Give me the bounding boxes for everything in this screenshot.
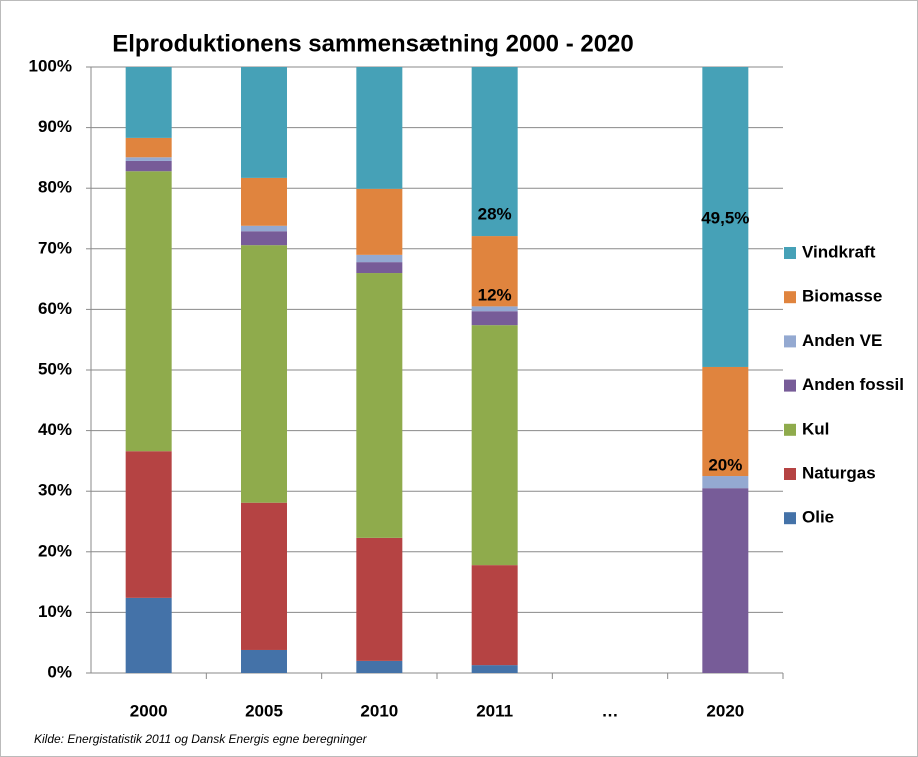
legend-swatch	[784, 291, 796, 304]
bar-segment	[356, 262, 403, 274]
bar-segment	[241, 245, 287, 503]
bar-segment	[471, 325, 518, 566]
bar-segment	[125, 157, 172, 161]
y-tick-label: 50%	[38, 359, 72, 378]
bar-segment	[125, 137, 172, 158]
bar-segment	[241, 177, 287, 226]
legend-label: Kul	[802, 419, 829, 438]
bar-segment	[125, 597, 172, 673]
bar-segment	[471, 311, 518, 326]
bar-segment	[356, 273, 403, 538]
legend-label: Olie	[802, 508, 834, 527]
chart-title: Elproduktionens sammensætning 2000 - 202…	[112, 30, 634, 57]
x-tick-label: 2010	[360, 701, 398, 720]
legend-swatch	[784, 512, 796, 525]
legend-label: Anden VE	[802, 331, 882, 350]
bar-segment	[702, 488, 749, 673]
x-tick-label: 2000	[130, 701, 168, 720]
legend-label: Vindkraft	[802, 242, 876, 261]
legend-swatch	[784, 335, 796, 348]
y-tick-label: 90%	[38, 117, 72, 136]
annotation: 49,5%	[701, 208, 749, 227]
bar-segment	[241, 67, 287, 178]
x-tick-label: 2020	[706, 701, 744, 720]
annotation: 28%	[478, 204, 512, 223]
legend-swatch	[784, 379, 796, 392]
y-tick-label: 40%	[38, 420, 72, 439]
bar-segment	[356, 537, 403, 661]
x-tick-label: 2011	[476, 701, 513, 720]
bar-segment	[702, 476, 749, 489]
y-tick-label: 100%	[29, 56, 72, 75]
bar-segment	[125, 160, 172, 172]
y-tick-label: 80%	[38, 178, 72, 197]
bar-segment	[471, 236, 518, 307]
annotation: 12%	[478, 285, 512, 304]
bar-segment	[702, 67, 749, 367]
bar-segment	[356, 660, 403, 673]
bar-segment	[471, 306, 518, 312]
bar-segment	[471, 665, 518, 673]
bar-segment	[356, 67, 403, 189]
bar-segment	[471, 67, 518, 237]
source: Kilde: Energistatistik 2011 og Dansk Ene…	[34, 732, 368, 746]
x-tick-label: 2005	[245, 701, 283, 720]
y-tick-label: 60%	[38, 299, 72, 318]
bar-segment	[125, 67, 172, 138]
y-tick-label: 20%	[38, 541, 72, 560]
bar-segment	[125, 171, 172, 452]
legend-label: Naturgas	[802, 463, 876, 482]
bar-segment	[241, 231, 287, 246]
bar-segment	[702, 366, 749, 477]
y-tick-label: 0%	[47, 662, 72, 681]
x-tick-label: …	[602, 701, 619, 720]
bar-segment	[241, 502, 287, 650]
y-tick-label: 30%	[38, 481, 72, 500]
legend-label: Biomasse	[802, 287, 882, 306]
legend-swatch	[784, 247, 796, 259]
bar-segment	[241, 649, 287, 673]
legend-swatch	[784, 468, 796, 480]
bar-segment	[471, 565, 518, 666]
bar-segment	[241, 225, 287, 232]
bar-segment	[356, 254, 403, 263]
bar-segment	[356, 188, 403, 255]
y-tick-label: 10%	[38, 602, 72, 621]
bar-segment	[125, 451, 172, 598]
annotation: 20%	[708, 455, 742, 474]
y-tick-label: 70%	[38, 238, 72, 257]
legend-label: Anden fossil	[802, 375, 904, 394]
legend-swatch	[784, 423, 796, 436]
